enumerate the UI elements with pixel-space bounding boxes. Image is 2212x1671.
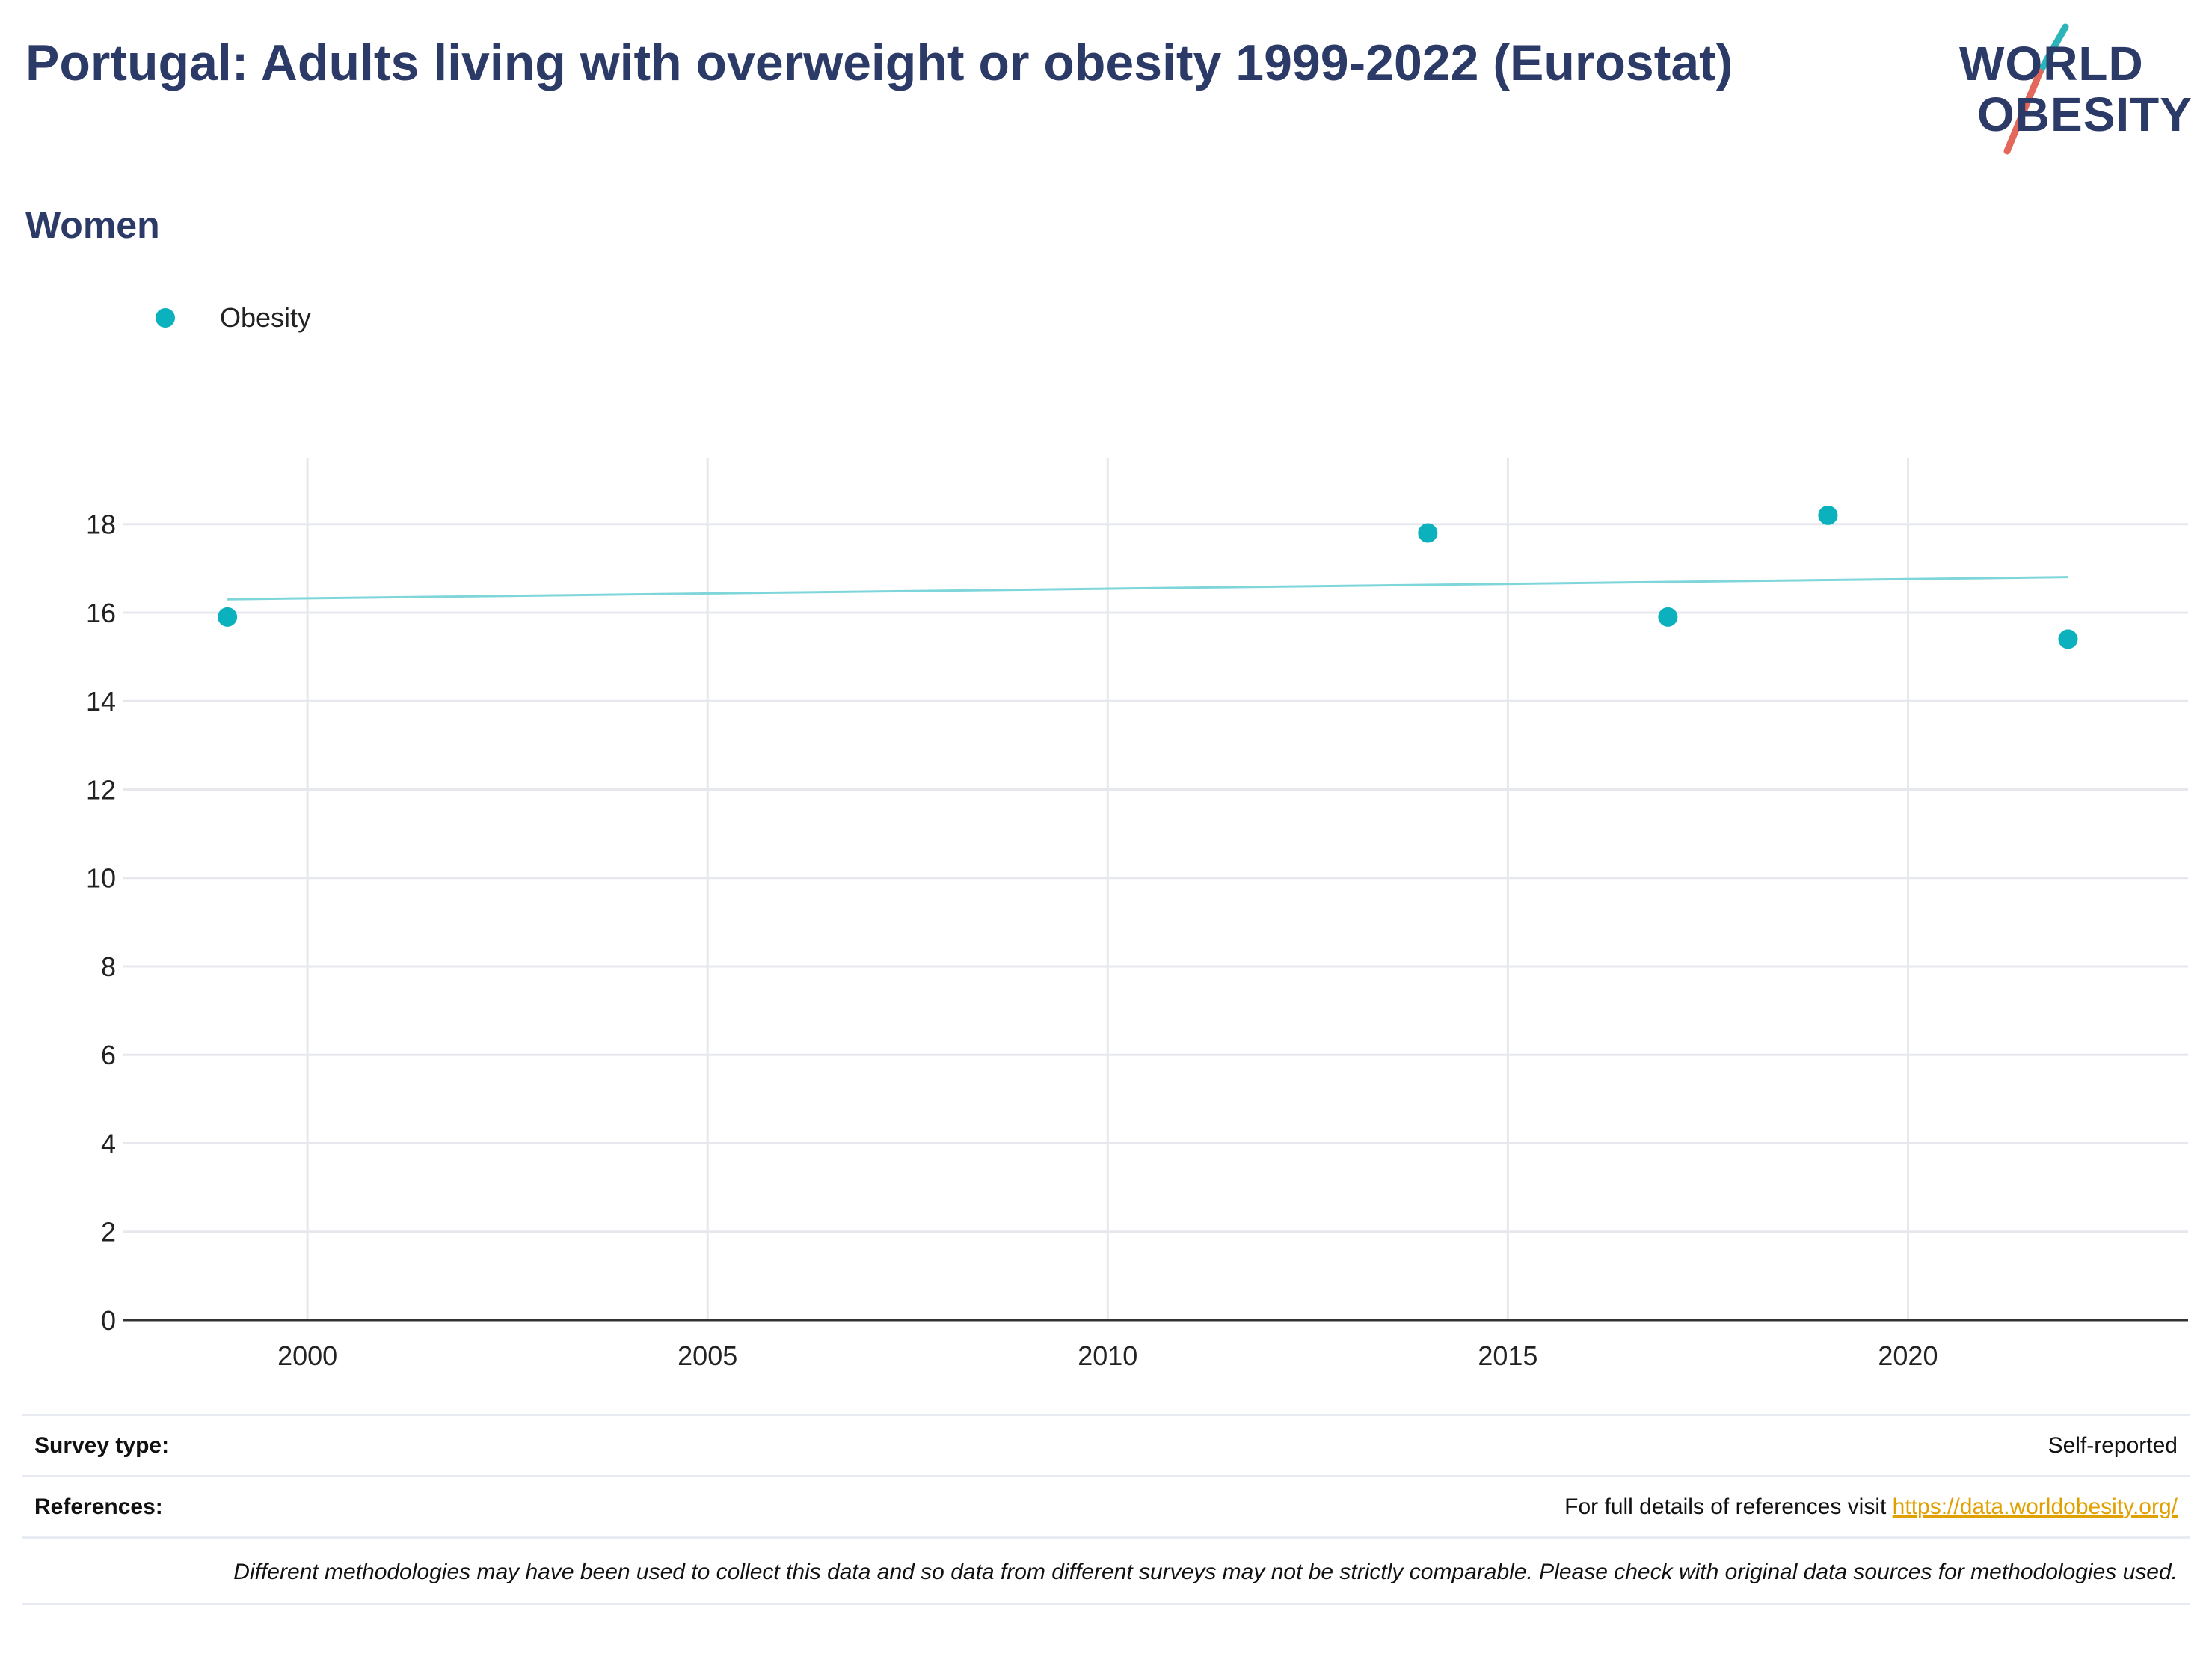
references-row: References: For full details of referenc… <box>22 1475 2190 1536</box>
y-tick-label: 8 <box>101 951 116 982</box>
logo-slash-icon <box>2003 23 2069 155</box>
y-tick-label: 12 <box>86 774 116 805</box>
axes: 0 2 4 6 8 10 12 14 16 18 2000 2005 2010 2015 2020 <box>86 509 2188 1371</box>
data-points <box>218 505 2078 649</box>
references-text: For full details of references visit <box>1564 1494 1893 1519</box>
chart-subtitle: Women <box>25 204 160 246</box>
logo-word-obesity: OBESITY <box>1977 88 2193 141</box>
survey-type-value: Self-reported <box>2047 1432 2178 1458</box>
data-point <box>1418 523 1438 543</box>
x-tick-label: 2000 <box>277 1340 337 1371</box>
y-tick-label: 0 <box>101 1305 116 1336</box>
y-tick-label: 4 <box>101 1128 116 1159</box>
methodology-note: Different methodologies may have been us… <box>22 1536 2190 1605</box>
survey-type-label: Survey type: <box>34 1432 170 1458</box>
data-point <box>2058 629 2078 649</box>
x-tick-label: 2020 <box>1878 1340 1938 1371</box>
x-tick-label: 2010 <box>1078 1340 1137 1371</box>
world-obesity-logo: WORLD OBESITY <box>1944 22 2199 157</box>
logo-word-world: WORLD <box>1959 37 2144 91</box>
data-point <box>1818 505 1838 525</box>
legend[interactable]: Obesity <box>156 302 311 334</box>
y-tick-label: 18 <box>86 509 116 540</box>
x-tick-label: 2005 <box>678 1340 737 1371</box>
x-tick-label: 2015 <box>1478 1340 1537 1371</box>
scatter-chart: 0 2 4 6 8 10 12 14 16 18 2000 2005 2010 2015 2020 <box>86 458 2188 1371</box>
references-label: References: <box>34 1494 163 1519</box>
data-point <box>218 607 238 627</box>
y-tick-label: 14 <box>86 686 116 717</box>
grid-lines <box>123 458 2188 1320</box>
survey-type-row: Survey type: Self-reported <box>22 1414 2190 1475</box>
y-tick-label: 16 <box>86 598 116 628</box>
y-tick-label: 10 <box>86 863 116 894</box>
references-value: For full details of references visit htt… <box>1564 1494 2178 1520</box>
legend-marker <box>156 308 175 328</box>
references-link[interactable]: https://data.worldobesity.org/ <box>1892 1494 2178 1519</box>
data-point <box>1658 607 1678 627</box>
y-tick-label: 2 <box>101 1217 116 1248</box>
chart-title: Portugal: Adults living with overweight … <box>25 34 1733 91</box>
legend-label-obesity: Obesity <box>220 302 312 333</box>
y-tick-label: 6 <box>101 1040 116 1070</box>
trendline <box>227 576 2068 601</box>
trendline-path <box>227 576 2068 601</box>
